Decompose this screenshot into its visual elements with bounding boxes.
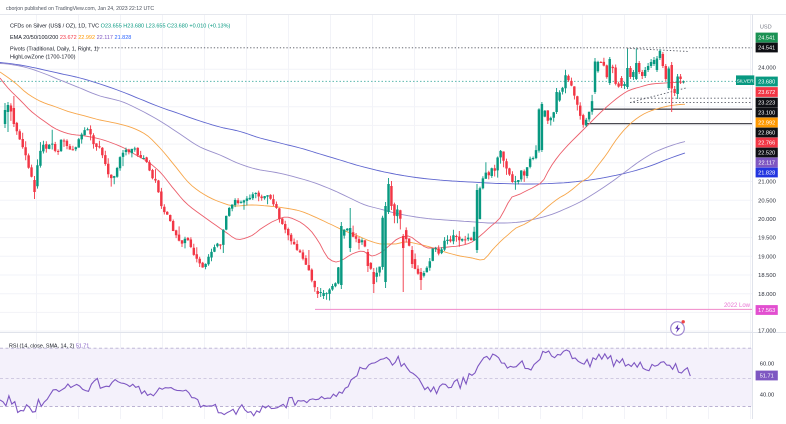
svg-text:24.000: 24.000 xyxy=(758,66,776,72)
svg-text:22.117: 22.117 xyxy=(758,161,775,167)
svg-text:CFDs on Silver (US$ / OZ), 1D,: CFDs on Silver (US$ / OZ), 1D, TVC O23.6… xyxy=(10,24,230,30)
svg-text:22.766: 22.766 xyxy=(758,141,775,147)
svg-text:22.860: 22.860 xyxy=(758,131,775,137)
svg-text:51.71: 51.71 xyxy=(760,374,774,380)
svg-text:60.00: 60.00 xyxy=(760,362,775,368)
svg-text:17.563: 17.563 xyxy=(758,308,775,314)
svg-text:cborjon published on TradingVi: cborjon published on TradingView.com, Ja… xyxy=(6,6,154,12)
svg-text:2022 Low: 2022 Low xyxy=(724,303,751,309)
svg-text:23.680: 23.680 xyxy=(758,80,775,86)
svg-text:21.828: 21.828 xyxy=(758,171,775,177)
svg-text:40.00: 40.00 xyxy=(760,393,775,399)
svg-text:USD: USD xyxy=(760,24,772,30)
svg-text:SILVER: SILVER xyxy=(737,79,755,85)
svg-text:18.500: 18.500 xyxy=(758,273,776,279)
svg-text:RSI (14, close, SMA, 14, 2) 51: RSI (14, close, SMA, 14, 2) 51.71 xyxy=(9,343,89,349)
svg-text:19.000: 19.000 xyxy=(758,254,776,260)
svg-text:19.500: 19.500 xyxy=(758,236,776,242)
svg-text:18.000: 18.000 xyxy=(758,292,776,298)
svg-text:22.520: 22.520 xyxy=(758,151,775,157)
svg-text:23.223: 23.223 xyxy=(758,101,775,107)
svg-text:24.541: 24.541 xyxy=(758,46,775,52)
svg-text:21.000: 21.000 xyxy=(758,180,776,186)
svg-text:23.672: 23.672 xyxy=(758,90,775,96)
svg-text:HighLowZone (1700-1700): HighLowZone (1700-1700) xyxy=(10,54,76,60)
svg-text:20.000: 20.000 xyxy=(758,217,776,223)
svg-text:24.541: 24.541 xyxy=(758,36,775,42)
svg-text:Pivots (Traditional, Daily, 1,: Pivots (Traditional, Daily, 1, Right, 1) xyxy=(10,46,99,52)
svg-text:17.000: 17.000 xyxy=(758,329,776,335)
svg-text:23.100: 23.100 xyxy=(758,111,775,117)
svg-text:22.992: 22.992 xyxy=(758,121,775,127)
svg-text:20.500: 20.500 xyxy=(758,198,776,204)
svg-text:EMA 20/50/100/200 23.672 22.99: EMA 20/50/100/200 23.672 22.992 22.117 2… xyxy=(10,35,131,41)
